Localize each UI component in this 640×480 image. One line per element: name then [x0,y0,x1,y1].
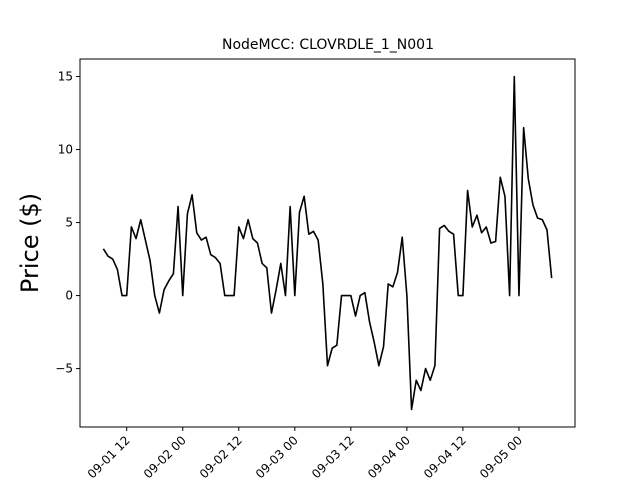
y-tick-label: −5 [55,362,73,376]
y-axis-label: Price ($) [16,193,44,293]
y-tick-label: 10 [58,143,73,157]
y-tick-label: 0 [65,289,73,303]
plot-frame [79,58,576,428]
y-tick-label: 15 [58,70,73,84]
chart-title: NodeMCC: CLOVRDLE_1_N001 [222,37,434,53]
price-line [102,75,553,411]
y-tick-label: 5 [65,216,73,230]
